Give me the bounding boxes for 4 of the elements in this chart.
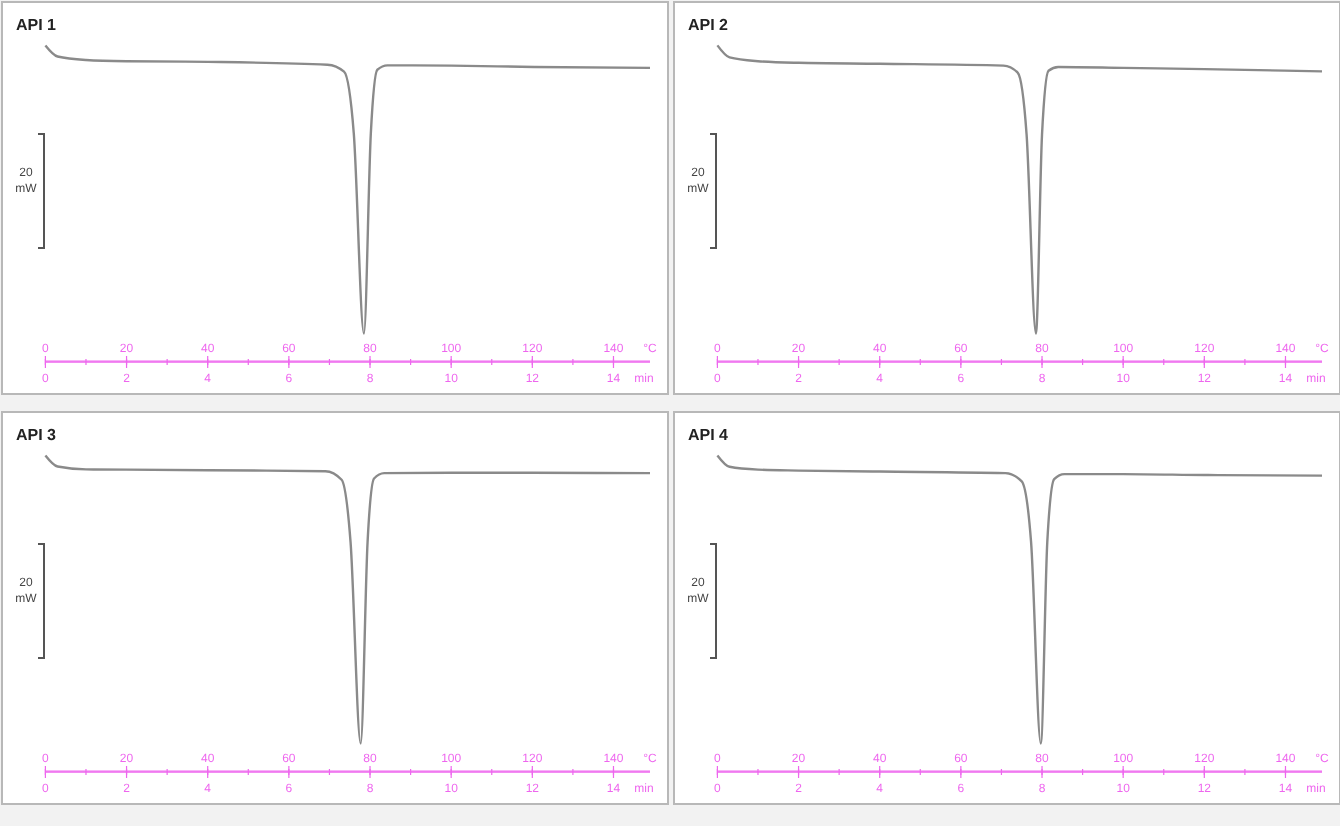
chart-title: API 4 [688,426,730,444]
chart-title: API 3 [16,426,58,444]
chart-title: API 2 [688,16,730,34]
chart-title: API 1 [16,16,58,34]
